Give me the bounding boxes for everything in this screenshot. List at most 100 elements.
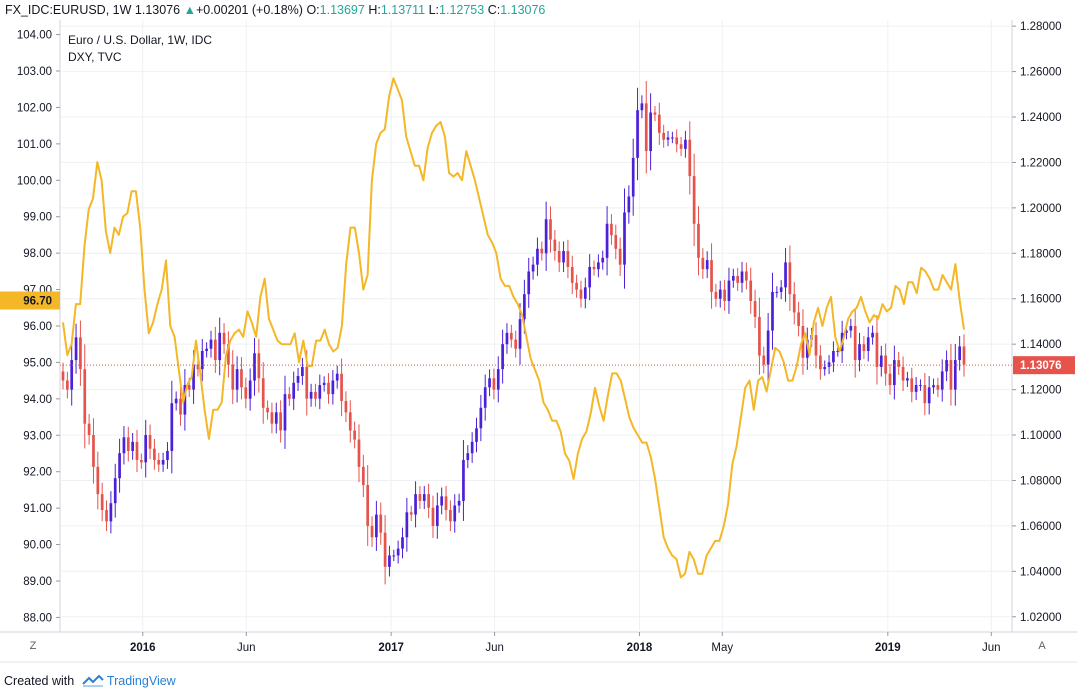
candle [697, 206, 700, 276]
candle [501, 329, 504, 384]
right-axis-mode-button[interactable]: A [1038, 640, 1046, 652]
candle [488, 369, 491, 397]
candle-body [435, 505, 439, 526]
candle-body [379, 514, 383, 533]
candle [270, 402, 274, 434]
candle [170, 380, 174, 474]
candle [279, 400, 282, 443]
candle [79, 320, 82, 386]
legend-series-2: DXY, TVC [68, 50, 122, 64]
candle-body [287, 394, 291, 399]
candle [549, 206, 552, 253]
candle-body [361, 466, 365, 486]
candle-body [440, 496, 444, 506]
tradingview-brand[interactable]: TradingView [106, 674, 176, 688]
candle-body [240, 369, 243, 388]
candle-body [475, 428, 478, 442]
candle-body [453, 505, 457, 522]
candle-body [405, 512, 409, 538]
candle [814, 322, 818, 369]
axis-markers: 1.13076 96.70 [0, 291, 1075, 375]
candle-body [718, 289, 722, 299]
candle-body [575, 282, 578, 290]
last-price: 1.13076 [134, 3, 181, 17]
candle [427, 483, 430, 519]
left-tick-label: 92.00 [23, 467, 52, 479]
left-tick-label: 95.00 [23, 357, 52, 369]
symbol-label[interactable]: FX_IDC:EURUSD, 1W [5, 3, 132, 17]
candle-body [901, 366, 905, 381]
candle-body [218, 332, 222, 361]
candle-body [910, 378, 914, 392]
candle [353, 421, 356, 449]
candle-body [697, 223, 700, 258]
candle [718, 280, 722, 308]
candle [231, 350, 235, 405]
time-axis[interactable]: 2016 Jun 2017 Jun 2018 May 2019 Jun [130, 632, 1001, 654]
left-tick-label: 101.00 [17, 139, 52, 151]
candle [248, 368, 252, 411]
candle [100, 482, 104, 522]
candle-body [200, 350, 204, 370]
candle [601, 250, 605, 270]
open-label: O: [306, 3, 320, 17]
candle-body [536, 248, 539, 265]
candle [758, 297, 761, 375]
footer: Created with TradingView [4, 672, 176, 690]
candle [662, 124, 666, 148]
candle-body [819, 355, 822, 370]
candle-body [139, 460, 143, 463]
candle-body [731, 276, 735, 281]
candle [418, 486, 422, 509]
left-price-axis[interactable]: 104.00 103.00 102.00 101.00 100.00 99.00 98.00… [17, 30, 60, 625]
left-tick-label: 93.00 [23, 430, 52, 442]
candle-body [213, 339, 217, 361]
candle [579, 280, 583, 308]
right-price-axis[interactable]: 1.28000 1.26000 1.24000 1.22000 1.20000 1.180… [1012, 21, 1062, 624]
candle-body [340, 373, 343, 401]
candle-body [758, 316, 761, 356]
candle [705, 251, 709, 279]
candle-body [932, 385, 935, 388]
left-axis-mode-button[interactable]: Z [29, 640, 37, 652]
candle [166, 442, 169, 469]
candle [762, 346, 766, 374]
candle [179, 387, 182, 426]
candle-body [174, 398, 178, 404]
candle [588, 254, 592, 301]
chart-header: FX_IDC:EURUSD, 1W 1.13076 ▲+0.00201 (+0.… [5, 2, 545, 18]
candle-body [897, 360, 901, 367]
candle-body [301, 366, 304, 376]
candle-body [583, 287, 587, 299]
candle-body [745, 271, 748, 281]
candle [253, 338, 256, 396]
candle-body [862, 344, 866, 351]
right-tick-label: 1.12000 [1020, 385, 1062, 397]
candle [287, 386, 291, 406]
time-tick-label: 2017 [378, 642, 404, 654]
right-tick-label: 1.02000 [1020, 612, 1062, 624]
candle [940, 359, 944, 402]
candle-body [422, 494, 426, 501]
candle [853, 308, 857, 378]
candle-body [588, 266, 592, 288]
candle [749, 267, 753, 314]
candle-body [235, 369, 239, 390]
chart-legend: Euro / U.S. Dollar, 1W, IDC DXY, TVC [68, 33, 212, 64]
candle-body [335, 373, 339, 381]
time-tick-label: Jun [485, 642, 504, 654]
candle-body [714, 291, 718, 299]
candle [849, 318, 853, 338]
right-tick-label: 1.16000 [1020, 294, 1062, 306]
candle [266, 400, 269, 420]
candle [131, 432, 134, 460]
candle [126, 426, 130, 462]
candle [731, 268, 735, 288]
candle [575, 274, 578, 298]
candle-body [148, 435, 152, 449]
candle [348, 400, 352, 443]
candle [496, 356, 500, 403]
candle-body [383, 532, 387, 567]
candle [640, 95, 644, 119]
